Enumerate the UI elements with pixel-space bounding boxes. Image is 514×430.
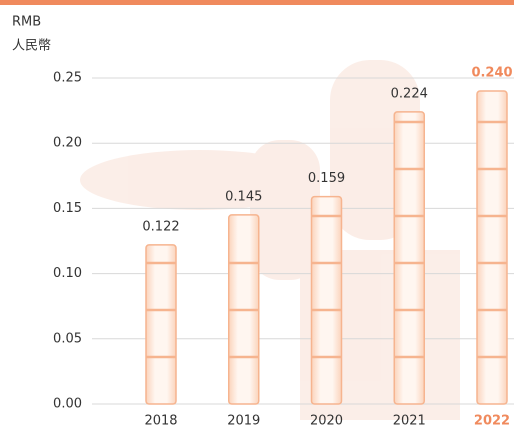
unit-label: RMB — [12, 15, 41, 30]
bar — [393, 111, 425, 405]
x-tick-label: 2021 — [393, 414, 426, 429]
y-tick-label: 0.15 — [53, 201, 82, 216]
value-label: 0.122 — [142, 219, 179, 234]
bar — [310, 195, 343, 405]
value-label: 0.159 — [308, 171, 345, 186]
value-label: 0.145 — [225, 189, 262, 204]
x-tick-label: 2019 — [227, 414, 260, 429]
y-tick-label: 0.00 — [53, 397, 82, 412]
top-stripe — [0, 0, 514, 5]
value-label: 0.240 — [471, 66, 512, 81]
unit-label-local: 人民幣 — [12, 39, 51, 54]
y-tick-label: 0.20 — [53, 136, 82, 151]
y-tick-label: 0.25 — [53, 71, 82, 86]
bar — [145, 244, 177, 405]
x-tick-label: 2020 — [310, 414, 343, 429]
x-tick-label: 2018 — [144, 414, 177, 429]
y-tick-label: 0.05 — [53, 331, 82, 346]
x-tick-label: 2022 — [474, 414, 510, 429]
value-label: 0.224 — [391, 86, 428, 101]
y-tick-label: 0.10 — [53, 266, 82, 281]
